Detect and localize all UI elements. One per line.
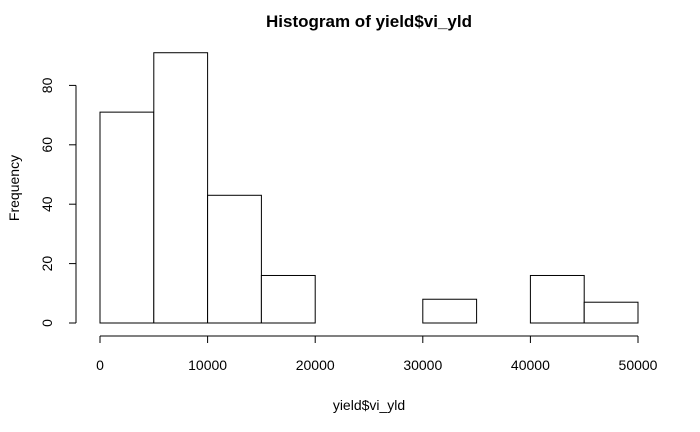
x-axis-label: yield$vi_yld [333, 397, 405, 413]
histogram-bar [529, 274, 585, 324]
histogram-bar [422, 298, 478, 324]
x-tick-label: 20000 [296, 357, 335, 373]
histogram-bar [153, 52, 209, 324]
histogram-bar [99, 111, 155, 324]
y-axis: 0 20 40 60 80 [39, 77, 77, 327]
y-tick-label: 20 [39, 256, 55, 272]
x-tick-label: 0 [96, 357, 104, 373]
y-tick-label: 80 [39, 77, 55, 93]
y-tick-label: 40 [39, 196, 55, 212]
y-tick-label: 0 [39, 319, 55, 327]
x-axis: 0 10000 20000 30000 40000 50000 [96, 335, 658, 373]
histogram-bar [260, 274, 316, 324]
x-tick-label: 50000 [619, 357, 658, 373]
y-axis-label: Frequency [6, 155, 22, 221]
histogram-bar [583, 301, 639, 324]
histogram-bar [207, 194, 262, 324]
x-tick-label: 30000 [403, 357, 442, 373]
chart-title: Histogram of yield$vi_yld [266, 12, 472, 31]
x-tick-label: 10000 [188, 357, 227, 373]
bars-group [99, 52, 639, 324]
y-tick-label: 60 [39, 137, 55, 153]
x-tick-label: 40000 [511, 357, 550, 373]
